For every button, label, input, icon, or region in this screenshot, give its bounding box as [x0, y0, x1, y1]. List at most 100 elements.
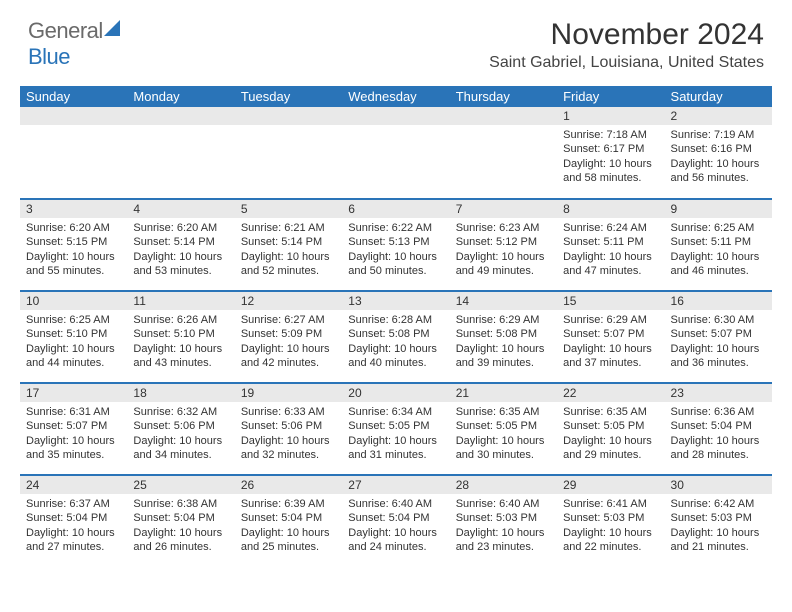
logo-text: General Blue	[28, 18, 124, 70]
day-header-row: SundayMondayTuesdayWednesdayThursdayFrid…	[20, 86, 772, 107]
day-cell: 20Sunrise: 6:34 AMSunset: 5:05 PMDayligh…	[342, 383, 449, 475]
day-content: Sunrise: 6:41 AMSunset: 5:03 PMDaylight:…	[557, 494, 664, 558]
day-number: 20	[342, 384, 449, 402]
day-cell: 27Sunrise: 6:40 AMSunset: 5:04 PMDayligh…	[342, 475, 449, 567]
day-cell: 23Sunrise: 6:36 AMSunset: 5:04 PMDayligh…	[665, 383, 772, 475]
daylight-text: Daylight: 10 hours and 36 minutes.	[671, 342, 766, 371]
sunset-text: Sunset: 5:07 PM	[671, 327, 766, 341]
day-header: Sunday	[20, 86, 127, 107]
day-content: Sunrise: 6:21 AMSunset: 5:14 PMDaylight:…	[235, 218, 342, 282]
day-cell	[127, 107, 234, 199]
daylight-text: Daylight: 10 hours and 21 minutes.	[671, 526, 766, 555]
day-content: Sunrise: 6:24 AMSunset: 5:11 PMDaylight:…	[557, 218, 664, 282]
daylight-text: Daylight: 10 hours and 26 minutes.	[133, 526, 228, 555]
day-content: Sunrise: 6:22 AMSunset: 5:13 PMDaylight:…	[342, 218, 449, 282]
sunset-text: Sunset: 5:03 PM	[456, 511, 551, 525]
daylight-text: Daylight: 10 hours and 31 minutes.	[348, 434, 443, 463]
sunset-text: Sunset: 5:04 PM	[241, 511, 336, 525]
sunset-text: Sunset: 5:05 PM	[563, 419, 658, 433]
sunset-text: Sunset: 5:07 PM	[563, 327, 658, 341]
sunrise-text: Sunrise: 6:23 AM	[456, 221, 551, 235]
sunrise-text: Sunrise: 6:29 AM	[456, 313, 551, 327]
week-row: 1Sunrise: 7:18 AMSunset: 6:17 PMDaylight…	[20, 107, 772, 199]
day-cell: 3Sunrise: 6:20 AMSunset: 5:15 PMDaylight…	[20, 199, 127, 291]
day-content: Sunrise: 6:35 AMSunset: 5:05 PMDaylight:…	[557, 402, 664, 466]
daylight-text: Daylight: 10 hours and 30 minutes.	[456, 434, 551, 463]
day-content: Sunrise: 6:29 AMSunset: 5:07 PMDaylight:…	[557, 310, 664, 374]
sunset-text: Sunset: 5:12 PM	[456, 235, 551, 249]
day-cell: 26Sunrise: 6:39 AMSunset: 5:04 PMDayligh…	[235, 475, 342, 567]
day-number	[127, 107, 234, 125]
day-cell: 1Sunrise: 7:18 AMSunset: 6:17 PMDaylight…	[557, 107, 664, 199]
day-cell: 5Sunrise: 6:21 AMSunset: 5:14 PMDaylight…	[235, 199, 342, 291]
day-content: Sunrise: 6:36 AMSunset: 5:04 PMDaylight:…	[665, 402, 772, 466]
week-row: 10Sunrise: 6:25 AMSunset: 5:10 PMDayligh…	[20, 291, 772, 383]
sunset-text: Sunset: 5:06 PM	[241, 419, 336, 433]
day-content: Sunrise: 6:42 AMSunset: 5:03 PMDaylight:…	[665, 494, 772, 558]
day-header: Saturday	[665, 86, 772, 107]
sunset-text: Sunset: 5:11 PM	[671, 235, 766, 249]
day-cell: 2Sunrise: 7:19 AMSunset: 6:16 PMDaylight…	[665, 107, 772, 199]
day-cell: 8Sunrise: 6:24 AMSunset: 5:11 PMDaylight…	[557, 199, 664, 291]
day-content: Sunrise: 6:29 AMSunset: 5:08 PMDaylight:…	[450, 310, 557, 374]
sunset-text: Sunset: 5:08 PM	[348, 327, 443, 341]
day-number: 27	[342, 476, 449, 494]
day-number: 3	[20, 200, 127, 218]
day-cell: 30Sunrise: 6:42 AMSunset: 5:03 PMDayligh…	[665, 475, 772, 567]
sunrise-text: Sunrise: 6:41 AM	[563, 497, 658, 511]
day-content: Sunrise: 6:26 AMSunset: 5:10 PMDaylight:…	[127, 310, 234, 374]
day-number: 1	[557, 107, 664, 125]
day-cell: 25Sunrise: 6:38 AMSunset: 5:04 PMDayligh…	[127, 475, 234, 567]
sunrise-text: Sunrise: 6:25 AM	[671, 221, 766, 235]
sunrise-text: Sunrise: 6:42 AM	[671, 497, 766, 511]
day-content: Sunrise: 6:40 AMSunset: 5:04 PMDaylight:…	[342, 494, 449, 558]
day-cell	[235, 107, 342, 199]
day-content: Sunrise: 6:40 AMSunset: 5:03 PMDaylight:…	[450, 494, 557, 558]
daylight-text: Daylight: 10 hours and 37 minutes.	[563, 342, 658, 371]
calendar-table: SundayMondayTuesdayWednesdayThursdayFrid…	[20, 86, 772, 567]
day-header: Friday	[557, 86, 664, 107]
week-row: 3Sunrise: 6:20 AMSunset: 5:15 PMDaylight…	[20, 199, 772, 291]
sunset-text: Sunset: 5:03 PM	[563, 511, 658, 525]
day-content: Sunrise: 6:20 AMSunset: 5:14 PMDaylight:…	[127, 218, 234, 282]
sunrise-text: Sunrise: 6:30 AM	[671, 313, 766, 327]
sunrise-text: Sunrise: 6:20 AM	[133, 221, 228, 235]
day-number: 16	[665, 292, 772, 310]
sunset-text: Sunset: 5:10 PM	[26, 327, 121, 341]
title-block: November 2024 Saint Gabriel, Louisiana, …	[489, 18, 764, 72]
day-cell: 6Sunrise: 6:22 AMSunset: 5:13 PMDaylight…	[342, 199, 449, 291]
sunrise-text: Sunrise: 6:27 AM	[241, 313, 336, 327]
day-content: Sunrise: 6:25 AMSunset: 5:11 PMDaylight:…	[665, 218, 772, 282]
sunrise-text: Sunrise: 6:22 AM	[348, 221, 443, 235]
daylight-text: Daylight: 10 hours and 44 minutes.	[26, 342, 121, 371]
day-cell	[450, 107, 557, 199]
day-number: 17	[20, 384, 127, 402]
day-content: Sunrise: 6:31 AMSunset: 5:07 PMDaylight:…	[20, 402, 127, 466]
day-header: Monday	[127, 86, 234, 107]
daylight-text: Daylight: 10 hours and 46 minutes.	[671, 250, 766, 279]
daylight-text: Daylight: 10 hours and 53 minutes.	[133, 250, 228, 279]
sunrise-text: Sunrise: 6:37 AM	[26, 497, 121, 511]
day-cell: 9Sunrise: 6:25 AMSunset: 5:11 PMDaylight…	[665, 199, 772, 291]
daylight-text: Daylight: 10 hours and 24 minutes.	[348, 526, 443, 555]
daylight-text: Daylight: 10 hours and 34 minutes.	[133, 434, 228, 463]
day-content: Sunrise: 7:19 AMSunset: 6:16 PMDaylight:…	[665, 125, 772, 189]
daylight-text: Daylight: 10 hours and 47 minutes.	[563, 250, 658, 279]
sunset-text: Sunset: 5:11 PM	[563, 235, 658, 249]
daylight-text: Daylight: 10 hours and 25 minutes.	[241, 526, 336, 555]
daylight-text: Daylight: 10 hours and 43 minutes.	[133, 342, 228, 371]
day-number: 4	[127, 200, 234, 218]
sunset-text: Sunset: 5:04 PM	[133, 511, 228, 525]
week-row: 17Sunrise: 6:31 AMSunset: 5:07 PMDayligh…	[20, 383, 772, 475]
daylight-text: Daylight: 10 hours and 50 minutes.	[348, 250, 443, 279]
sunset-text: Sunset: 5:14 PM	[133, 235, 228, 249]
sunset-text: Sunset: 5:04 PM	[671, 419, 766, 433]
sunrise-text: Sunrise: 6:32 AM	[133, 405, 228, 419]
daylight-text: Daylight: 10 hours and 52 minutes.	[241, 250, 336, 279]
sunset-text: Sunset: 6:17 PM	[563, 142, 658, 156]
day-content: Sunrise: 6:27 AMSunset: 5:09 PMDaylight:…	[235, 310, 342, 374]
sunrise-text: Sunrise: 7:18 AM	[563, 128, 658, 142]
header: General Blue November 2024 Saint Gabriel…	[0, 0, 792, 80]
day-content: Sunrise: 6:23 AMSunset: 5:12 PMDaylight:…	[450, 218, 557, 282]
sunrise-text: Sunrise: 6:40 AM	[348, 497, 443, 511]
